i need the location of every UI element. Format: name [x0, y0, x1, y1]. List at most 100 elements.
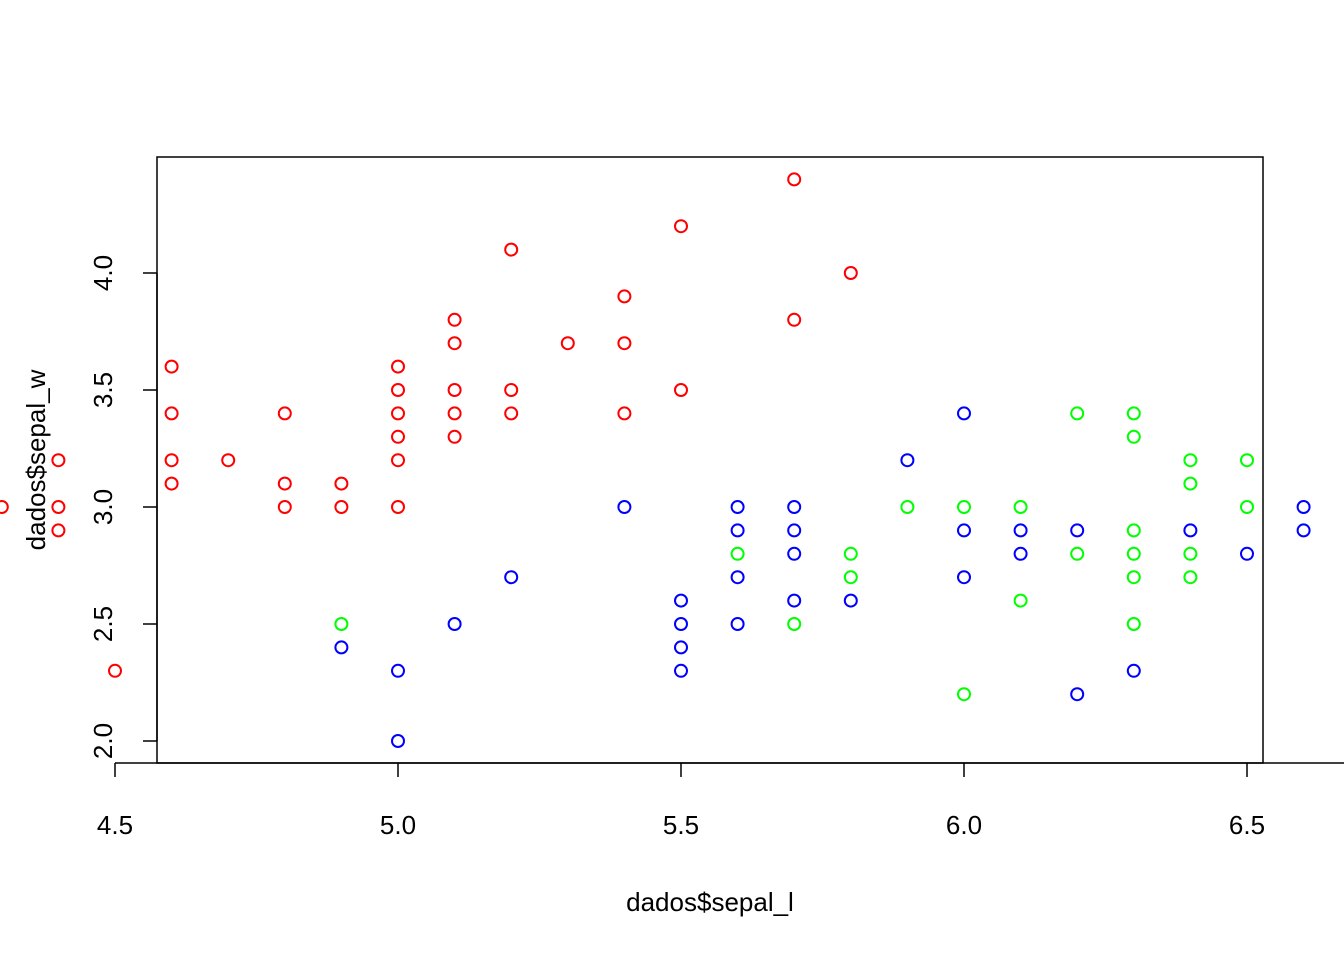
data-point	[334, 500, 349, 514]
data-point	[1126, 570, 1141, 585]
x-tick-label: 5.5	[663, 810, 699, 840]
data-point	[1070, 546, 1085, 561]
plot-frame	[156, 156, 1264, 764]
data-point	[1183, 523, 1198, 538]
data-point	[447, 383, 462, 397]
data-point	[1070, 687, 1085, 702]
y-tick-label: 3.5	[88, 372, 118, 408]
data-point	[1183, 453, 1198, 468]
data-point	[447, 617, 462, 631]
data-point	[504, 406, 519, 421]
y-axis-title: dados$sepal_w	[21, 369, 51, 550]
data-point	[787, 546, 802, 561]
data-point	[391, 500, 405, 514]
data-point	[0, 500, 9, 514]
data-point	[1013, 523, 1028, 538]
data-point	[787, 617, 802, 631]
x-tick-label: 4.5	[97, 810, 133, 840]
data-point	[164, 359, 179, 374]
data-point	[164, 406, 179, 421]
data-point	[787, 312, 802, 327]
data-point	[1240, 546, 1254, 561]
data-point	[1126, 406, 1141, 421]
data-point	[730, 500, 745, 514]
data-point	[1296, 523, 1311, 538]
data-point	[1126, 429, 1141, 444]
data-point	[51, 453, 66, 468]
data-points	[0, 172, 1311, 748]
data-point	[843, 266, 858, 280]
data-point	[1240, 500, 1254, 514]
data-point	[334, 640, 349, 655]
data-point	[1070, 406, 1085, 421]
data-point	[1126, 663, 1141, 678]
data-point	[730, 546, 745, 561]
data-point	[617, 406, 632, 421]
data-point	[787, 593, 802, 608]
data-point	[617, 500, 632, 514]
data-point	[391, 663, 405, 678]
data-point	[674, 663, 688, 678]
data-point	[391, 359, 405, 374]
data-point	[674, 617, 688, 631]
data-point	[843, 570, 858, 585]
data-point	[617, 336, 632, 351]
data-point	[277, 500, 292, 514]
data-point	[1013, 500, 1028, 514]
data-point	[787, 523, 802, 538]
data-point	[108, 663, 122, 678]
data-point	[391, 453, 405, 468]
data-point	[447, 312, 462, 327]
data-point	[334, 617, 349, 631]
data-point	[900, 500, 915, 514]
data-point	[277, 406, 292, 421]
data-point	[391, 429, 405, 444]
data-point	[1013, 593, 1028, 608]
data-point	[504, 570, 519, 585]
x-tick-label: 6.0	[946, 810, 982, 840]
data-point	[1240, 453, 1254, 468]
data-point	[51, 500, 66, 514]
data-point	[617, 289, 632, 304]
data-point	[1126, 546, 1141, 561]
y-tick-label: 2.0	[88, 723, 118, 759]
x-axis: 4.55.05.56.06.57.07.58.0	[97, 762, 1344, 840]
data-point	[1183, 546, 1198, 561]
data-point	[447, 429, 462, 444]
data-point	[164, 476, 179, 491]
data-point	[51, 523, 66, 538]
data-point	[730, 570, 745, 585]
data-point	[1126, 617, 1141, 631]
data-point	[787, 500, 802, 514]
data-point	[674, 383, 688, 397]
y-tick-label: 4.0	[88, 255, 118, 291]
data-point	[674, 640, 688, 655]
data-point	[164, 453, 179, 468]
data-point	[957, 500, 971, 514]
data-point	[1070, 523, 1085, 538]
data-point	[1126, 523, 1141, 538]
data-point	[957, 570, 971, 585]
data-point	[957, 687, 971, 702]
data-point	[504, 242, 519, 257]
data-point	[730, 523, 745, 538]
data-point	[391, 383, 405, 397]
x-tick-label: 5.0	[380, 810, 416, 840]
data-point	[447, 406, 462, 421]
data-point	[730, 617, 745, 631]
data-point	[843, 546, 858, 561]
data-point	[674, 593, 688, 608]
data-point	[504, 383, 519, 397]
y-tick-label: 2.5	[88, 606, 118, 642]
data-point	[1183, 570, 1198, 585]
data-point	[277, 476, 292, 491]
data-point	[843, 593, 858, 608]
data-point	[1296, 500, 1311, 514]
data-point	[1183, 476, 1198, 491]
data-point	[391, 406, 405, 421]
y-tick-label: 3.0	[88, 489, 118, 525]
data-point	[900, 453, 915, 468]
data-point	[391, 734, 405, 748]
data-point	[334, 476, 349, 491]
